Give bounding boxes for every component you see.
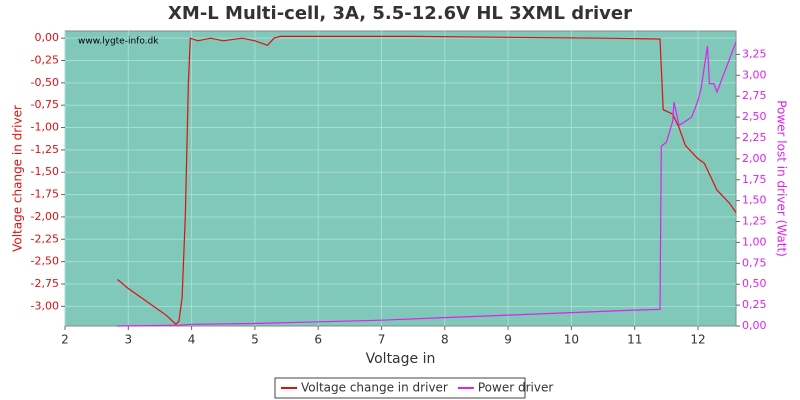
y-tick-label: -1,00 [31, 121, 59, 134]
y2-tick-label: 2,00 [742, 152, 767, 165]
y2-tick-label: 1,25 [742, 215, 767, 228]
y-tick-label: 0,00 [35, 31, 60, 44]
y2-tick-label: 1,00 [742, 235, 767, 248]
y2-tick-label: 3,00 [742, 68, 767, 81]
x-axis-label: Voltage in [366, 351, 436, 367]
series-line [117, 41, 737, 327]
y-axis-label: Voltage change in driver [11, 105, 25, 252]
y-tick-label: -2,75 [31, 277, 59, 290]
y2-tick-label: 0,75 [742, 256, 767, 269]
y-tick-label: -0,25 [31, 54, 59, 67]
x-tick-label: 4 [188, 333, 196, 347]
y-tick-label: -0,50 [31, 76, 59, 89]
y-tick-label: -2,25 [31, 232, 59, 245]
x-tick-label: 7 [378, 333, 386, 347]
y-tick-label: -2,50 [31, 255, 59, 268]
y-tick-label: -2,00 [31, 210, 59, 223]
y2-tick-label: 2,25 [742, 131, 767, 144]
x-tick-label: 2 [61, 333, 69, 347]
x-tick-label: 9 [504, 333, 512, 347]
y2-tick-label: 0,50 [742, 277, 767, 290]
y2-tick-label: 1,50 [742, 194, 767, 207]
x-tick-label: 5 [251, 333, 259, 347]
x-tick-label: 10 [564, 333, 579, 347]
chart-title: XM-L Multi-cell, 3A, 5.5-12.6V HL 3XML d… [168, 3, 632, 24]
y-tick-label: -1,25 [31, 143, 59, 156]
series-line [117, 35, 737, 326]
watermark: www.lygte-info.dk [78, 37, 159, 47]
y-tick-label: -3,00 [31, 299, 59, 312]
legend-label: Voltage change in driver [301, 381, 448, 395]
y2-tick-label: 2,50 [742, 110, 767, 123]
y-tick-label: -1,50 [31, 165, 59, 178]
y2-tick-label: 1,75 [742, 173, 767, 186]
plot-area [64, 30, 737, 327]
legend-box [274, 377, 526, 399]
y2-tick-label: 0,25 [742, 298, 767, 311]
x-tick-label: 11 [627, 333, 642, 347]
y2-tick-label: 0,00 [742, 319, 767, 332]
x-tick-label: 12 [690, 333, 705, 347]
y2-axis-label: Power lost in driver (Watt) [775, 100, 789, 257]
x-tick-label: 8 [441, 333, 449, 347]
y2-tick-label: 2,75 [742, 89, 767, 102]
y-tick-label: -0,75 [31, 98, 59, 111]
x-tick-label: 6 [314, 333, 322, 347]
legend-label: Power driver [478, 381, 553, 395]
x-tick-label: 3 [124, 333, 132, 347]
y-tick-label: -1,75 [31, 188, 59, 201]
y2-tick-label: 3,25 [742, 47, 767, 60]
